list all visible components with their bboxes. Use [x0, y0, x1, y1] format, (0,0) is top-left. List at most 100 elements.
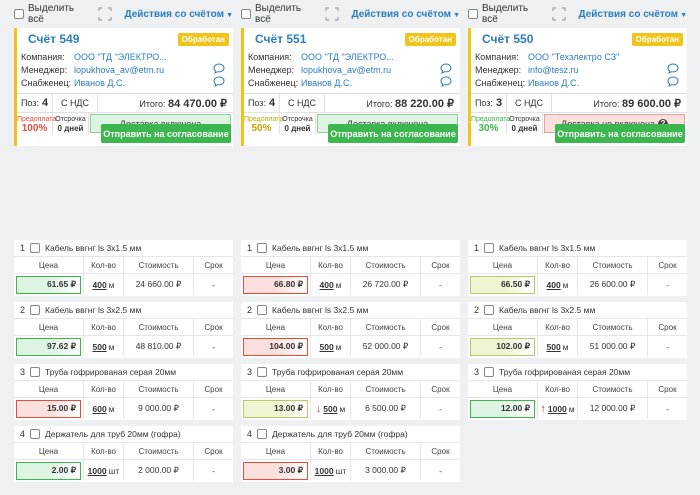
item-grid-header: Цена Кол-во Стоимость Срок [468, 318, 687, 335]
qty-field[interactable]: ↓ 500 м [311, 398, 351, 419]
price-field[interactable]: 12.00 ₽ [470, 399, 535, 418]
qty-field[interactable]: 500 м [311, 336, 351, 357]
expand-icon[interactable] [98, 7, 113, 21]
qty-header: Кол-во [84, 443, 124, 459]
list-item: 1 Кабель ввгнг ls 3x1.5 мм Цена Кол-во С… [241, 240, 460, 296]
price-field[interactable]: 66.50 ₽ [470, 275, 535, 294]
item-checkbox[interactable] [257, 305, 268, 315]
company-row: Компания: ООО "ТД "ЭЛЕКТРО... [17, 50, 233, 63]
item-checkbox[interactable] [257, 243, 268, 253]
item-number: 1 [20, 243, 26, 253]
item-checkbox[interactable] [257, 367, 268, 377]
select-all-checkbox[interactable] [14, 9, 24, 19]
cost-value: 3 000.00 ₽ [351, 460, 421, 481]
cost-header: Стоимость [124, 443, 194, 459]
invoice-number[interactable]: Счёт 550 [482, 32, 534, 46]
manager-email[interactable]: lopukhova_av@etm.ru [74, 64, 165, 75]
table-row: 2.00 ₽ 1000 шт 2 000.00 ₽ - [14, 459, 233, 481]
item-checkbox[interactable] [484, 243, 495, 253]
price-field[interactable]: 104.00 ₽ [243, 337, 308, 356]
invoice-column: Выделить всё Действия со счётом ▼ Счёт 55… [468, 0, 687, 146]
item-checkbox[interactable] [30, 367, 41, 377]
invoice-actions-dropdown[interactable]: Действия со счётом ▼ [351, 8, 460, 20]
table-row: 66.80 ₽ 400 м 26 720.00 ₽ - [241, 273, 460, 295]
qty-field[interactable]: 1000 шт [311, 460, 351, 481]
price-header: Цена [468, 319, 538, 335]
price-header: Цена [241, 381, 311, 397]
price-field[interactable]: 3.00 ₽ [243, 461, 308, 480]
chat-icon[interactable] [213, 63, 227, 76]
qty-field[interactable]: 400 м [84, 274, 124, 295]
list-item: 4 Держатель для труб 20мм (гофра) Цена К… [14, 426, 233, 482]
chat-icon[interactable] [667, 63, 681, 76]
chat-icon[interactable] [667, 76, 681, 89]
qty-field[interactable]: ↑ 1000 м [538, 398, 578, 419]
status-badge: Обработан [631, 32, 683, 46]
chat-icon[interactable] [440, 76, 454, 89]
term-header: Срок [431, 260, 450, 270]
invoice-number[interactable]: Счёт 549 [28, 32, 80, 46]
price-field[interactable]: 66.80 ₽ [243, 275, 308, 294]
qty-field[interactable]: 600 м [84, 398, 124, 419]
select-all-checkbox[interactable] [241, 9, 251, 19]
table-row: 104.00 ₽ 500 м 52 000.00 ₽ - [241, 335, 460, 357]
qty-header: Кол-во [538, 381, 578, 397]
price-field[interactable]: 61.65 ₽ [16, 275, 81, 294]
chat-icon[interactable] [213, 76, 227, 89]
deferment: Отсрочка 0 дней [507, 113, 543, 134]
list-item: 2 Кабель ввгнг ls 3x2.5 мм Цена Кол-во С… [468, 302, 687, 358]
list-item: 2 Кабель ввгнг ls 3x2.5 мм Цена Кол-во С… [14, 302, 233, 358]
qty-field[interactable]: 1000 шт [84, 460, 124, 481]
supplier-row: Снабженец: Иванов Д.С. [17, 76, 233, 89]
price-field[interactable]: 102.00 ₽ [470, 337, 535, 356]
invoice-actions-dropdown[interactable]: Действия со счётом ▼ [124, 8, 233, 20]
company-link[interactable]: ООО "ТД "ЭЛЕКТРО... [74, 51, 167, 62]
invoice-actions-dropdown[interactable]: Действия со счётом ▼ [578, 8, 687, 20]
cost-header: Стоимость [351, 257, 421, 273]
price-field[interactable]: 97.62 ₽ [16, 337, 81, 356]
qty-field[interactable]: 500 м [538, 336, 578, 357]
select-all-checkbox[interactable] [468, 9, 478, 19]
manager-email[interactable]: lopukhova_av@etm.ru [301, 64, 392, 75]
send-for-approval-button[interactable]: Отправить на согласование [101, 124, 231, 143]
table-row: 97.62 ₽ 500 м 48 810.00 ₽ - [14, 335, 233, 357]
item-checkbox[interactable] [484, 367, 495, 377]
supplier-name[interactable]: Иванов Д.С. [301, 77, 353, 88]
price-field[interactable]: 15.00 ₽ [16, 399, 81, 418]
item-checkbox[interactable] [30, 243, 41, 253]
supplier-name[interactable]: Иванов Д.С. [528, 77, 580, 88]
item-name: Труба гофрированая серая 20мм [45, 367, 177, 377]
manager-email[interactable]: info@tesz.ru [528, 64, 579, 75]
expand-icon[interactable] [325, 7, 340, 21]
qty-field[interactable]: 400 м [311, 274, 351, 295]
chat-icon[interactable] [440, 63, 454, 76]
help-icon[interactable]: ? [657, 118, 668, 129]
item-checkbox[interactable] [30, 429, 41, 439]
qty-field[interactable]: 500 м [84, 336, 124, 357]
invoice-number[interactable]: Счёт 551 [255, 32, 307, 46]
item-checkbox[interactable] [257, 429, 268, 439]
item-checkbox[interactable] [484, 305, 495, 315]
company-link[interactable]: ООО "Техэлектро СЗ" [528, 51, 620, 62]
item-checkbox[interactable] [30, 305, 41, 315]
prepayment: Предоплата 50% [244, 113, 283, 134]
supplier-label: Снабженец: [21, 77, 72, 88]
price-header: Цена [468, 257, 538, 273]
send-for-approval-button[interactable]: Отправить на согласование [328, 124, 458, 143]
price-field[interactable]: 13.00 ₽ [243, 399, 308, 418]
term-header: Срок [204, 446, 223, 456]
item-name: Кабель ввгнг ls 3x1.5 мм [499, 243, 596, 253]
company-link[interactable]: ООО "ТД "ЭЛЕКТРО... [301, 51, 394, 62]
manager-row: Менеджер: lopukhova_av@etm.ru [17, 63, 233, 76]
qty-field[interactable]: 400 м [538, 274, 578, 295]
price-field[interactable]: 2.00 ₽ [16, 461, 81, 480]
manager-row: Менеджер: info@tesz.ru [471, 63, 687, 76]
expand-icon[interactable] [552, 7, 567, 21]
item-name: Кабель ввгнг ls 3x1.5 мм [272, 243, 369, 253]
send-for-approval-button[interactable]: Отправить на согласование [555, 124, 685, 143]
manager-row: Менеджер: lopukhova_av@etm.ru [244, 63, 460, 76]
supplier-name[interactable]: Иванов Д.С. [74, 77, 126, 88]
table-row: 3.00 ₽ 1000 шт 3 000.00 ₽ - [241, 459, 460, 481]
item-number: 2 [247, 305, 253, 315]
company-row: Компания: ООО "Техэлектро СЗ" [471, 50, 687, 63]
